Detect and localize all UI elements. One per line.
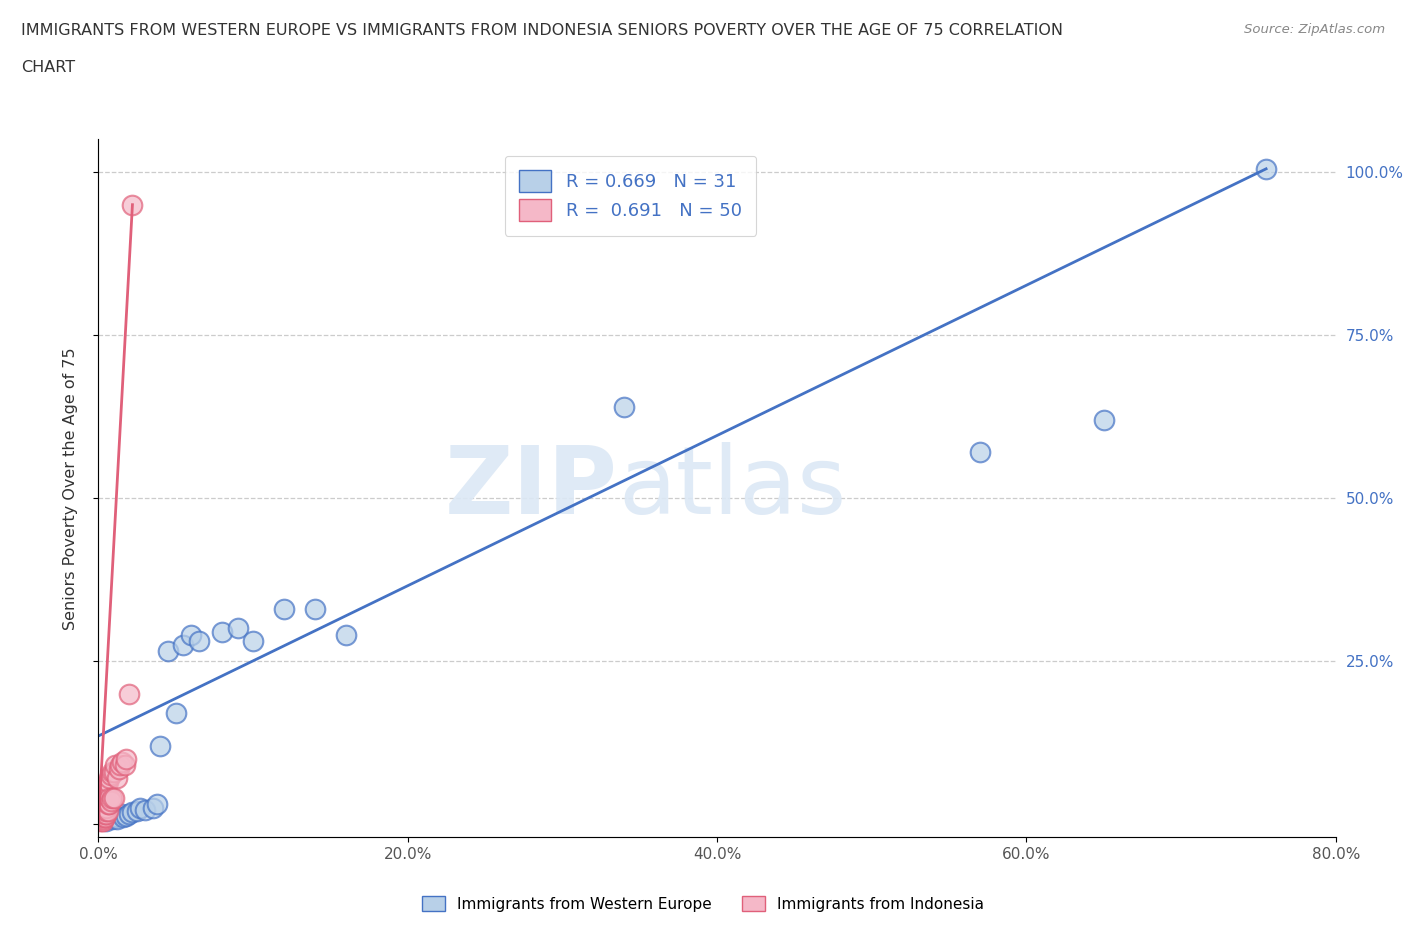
Point [91,800,114,815]
Point [90,804,112,818]
Point [335,628,357,643]
Point [115,809,138,824]
Point [242,634,264,649]
Point [108,758,131,773]
Point [93,793,115,808]
Point [93,800,115,815]
Point [112,810,135,825]
Point [93,810,115,825]
Point [180,628,202,643]
Point [91,809,114,824]
Point [118,806,141,821]
Point [96,813,118,828]
Point [89,813,111,828]
Point [111,754,134,769]
Point [103,810,125,825]
Point [90,810,112,825]
Point [90,806,112,821]
Point [89,812,111,827]
Point [93,806,115,821]
Point [96,780,118,795]
Point [98,797,121,812]
Point [98,771,121,786]
Point [114,758,136,773]
Point [107,761,129,776]
Legend: R = 0.669   N = 31, R =  0.691   N = 50: R = 0.669 N = 31, R = 0.691 N = 50 [505,155,756,235]
Point [105,771,128,786]
Point [142,800,165,815]
Point [90,813,112,828]
Point [188,634,211,649]
Point [90,811,112,826]
Point [100,767,122,782]
Point [96,806,118,821]
Point [89,813,111,828]
Text: atlas: atlas [619,443,846,534]
Point [149,738,172,753]
Point [91,813,114,828]
Point [103,790,125,805]
Point [211,624,233,639]
Point [97,774,120,789]
Point [101,790,124,805]
Point [304,602,326,617]
Point [165,706,187,721]
Point [91,806,114,821]
Point [226,621,249,636]
Point [121,197,143,212]
Point [273,602,295,617]
Point [97,804,120,818]
Point [115,751,138,766]
Point [969,445,991,459]
Point [104,758,127,773]
Point [105,811,128,826]
Point [121,804,143,819]
Point [97,797,120,812]
Point [96,800,118,815]
Point [613,399,636,414]
Legend: Immigrants from Western Europe, Immigrants from Indonesia: Immigrants from Western Europe, Immigran… [416,889,990,918]
Point [101,764,124,779]
Point [157,644,180,658]
Point [91,797,114,812]
Point [98,810,121,825]
Text: Source: ZipAtlas.com: Source: ZipAtlas.com [1244,23,1385,36]
Point [98,790,121,805]
Point [93,804,115,818]
Point [173,637,195,652]
Point [96,777,118,792]
Point [146,797,169,812]
Point [134,803,156,817]
Point [93,784,115,799]
Y-axis label: Seniors Poverty Over the Age of 75: Seniors Poverty Over the Age of 75 [63,347,77,630]
Point [93,790,115,805]
Point [103,764,125,779]
Point [91,810,114,825]
Point [100,793,122,808]
Point [91,804,114,818]
Point [96,804,118,818]
Point [129,800,152,815]
Point [89,810,111,825]
Point [1092,412,1115,427]
Text: IMMIGRANTS FROM WESTERN EUROPE VS IMMIGRANTS FROM INDONESIA SENIORS POVERTY OVER: IMMIGRANTS FROM WESTERN EUROPE VS IMMIGR… [21,23,1063,38]
Point [111,806,134,821]
Text: CHART: CHART [21,60,75,75]
Point [127,804,149,818]
Text: ZIP: ZIP [446,443,619,534]
Point [91,811,114,826]
Point [118,686,141,701]
Point [1256,162,1278,177]
Point [101,811,124,826]
